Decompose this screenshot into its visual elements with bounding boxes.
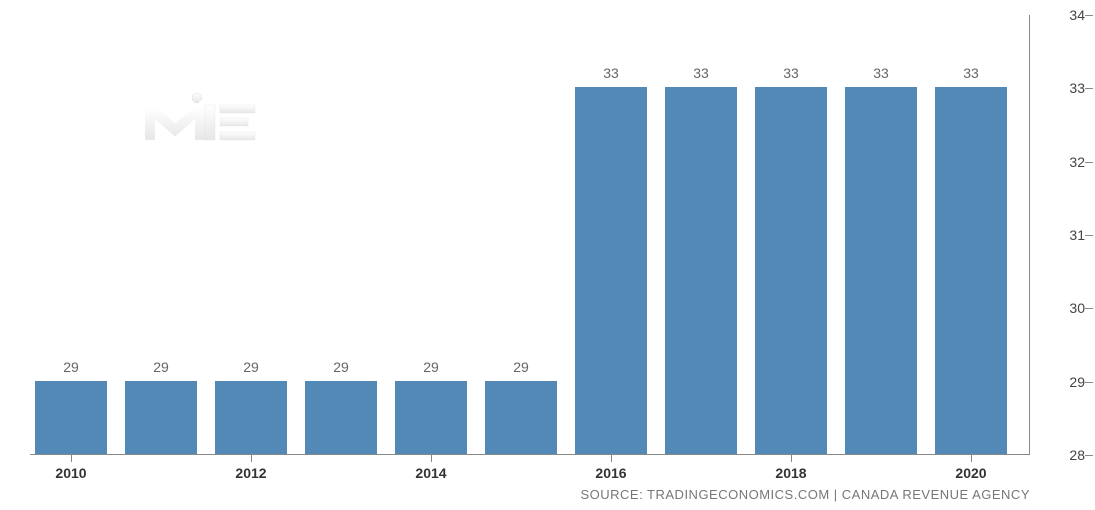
bar-value-label: 33 xyxy=(693,65,709,81)
y-tick-label: 28 xyxy=(1069,447,1085,463)
y-axis: 28293031323334 xyxy=(1035,15,1085,455)
bar: 33 xyxy=(935,87,1007,454)
y-tick-label: 29 xyxy=(1069,374,1085,390)
bar-value-label: 33 xyxy=(783,65,799,81)
bar: 33 xyxy=(665,87,737,454)
x-tick-mark xyxy=(611,455,612,462)
x-tick-mark xyxy=(971,455,972,462)
bar-value-label: 29 xyxy=(513,359,529,375)
bar: 29 xyxy=(395,381,467,454)
bar-value-label: 29 xyxy=(333,359,349,375)
x-tick-mark xyxy=(431,455,432,462)
x-tick-label: 2018 xyxy=(775,465,806,481)
bar-value-label: 33 xyxy=(603,65,619,81)
x-tick-label: 2020 xyxy=(955,465,986,481)
bar: 33 xyxy=(845,87,917,454)
y-tick-label: 34 xyxy=(1069,7,1085,23)
x-tick-mark xyxy=(251,455,252,462)
bar: 29 xyxy=(485,381,557,454)
bar: 29 xyxy=(35,381,107,454)
bar: 29 xyxy=(125,381,197,454)
plot-area: 2929292929293333333333 xyxy=(30,15,1030,455)
bar-value-label: 29 xyxy=(423,359,439,375)
y-tick-label: 31 xyxy=(1069,227,1085,243)
y-tick-mark xyxy=(1085,382,1093,383)
watermark-logo xyxy=(145,90,265,150)
x-tick-label: 2016 xyxy=(595,465,626,481)
bar-value-label: 29 xyxy=(63,359,79,375)
y-tick-label: 30 xyxy=(1069,300,1085,316)
bar-value-label: 29 xyxy=(243,359,259,375)
bar-value-label: 33 xyxy=(963,65,979,81)
bar: 29 xyxy=(305,381,377,454)
y-tick-mark xyxy=(1085,88,1093,89)
x-tick-mark xyxy=(791,455,792,462)
y-tick-mark xyxy=(1085,235,1093,236)
x-tick-label: 2012 xyxy=(235,465,266,481)
bar: 33 xyxy=(755,87,827,454)
x-tick-label: 2014 xyxy=(415,465,446,481)
source-text: SOURCE: TRADINGECONOMICS.COM | CANADA RE… xyxy=(580,487,1030,502)
y-tick-mark xyxy=(1085,455,1093,456)
bar-value-label: 33 xyxy=(873,65,889,81)
y-tick-mark xyxy=(1085,15,1093,16)
y-tick-mark xyxy=(1085,162,1093,163)
bar-value-label: 29 xyxy=(153,359,169,375)
x-tick-label: 2010 xyxy=(55,465,86,481)
y-tick-label: 32 xyxy=(1069,154,1085,170)
bar: 29 xyxy=(215,381,287,454)
x-tick-mark xyxy=(71,455,72,462)
bar: 33 xyxy=(575,87,647,454)
chart-container: 2929292929293333333333 28293031323334 xyxy=(30,15,1030,455)
y-tick-label: 33 xyxy=(1069,80,1085,96)
y-tick-mark xyxy=(1085,308,1093,309)
